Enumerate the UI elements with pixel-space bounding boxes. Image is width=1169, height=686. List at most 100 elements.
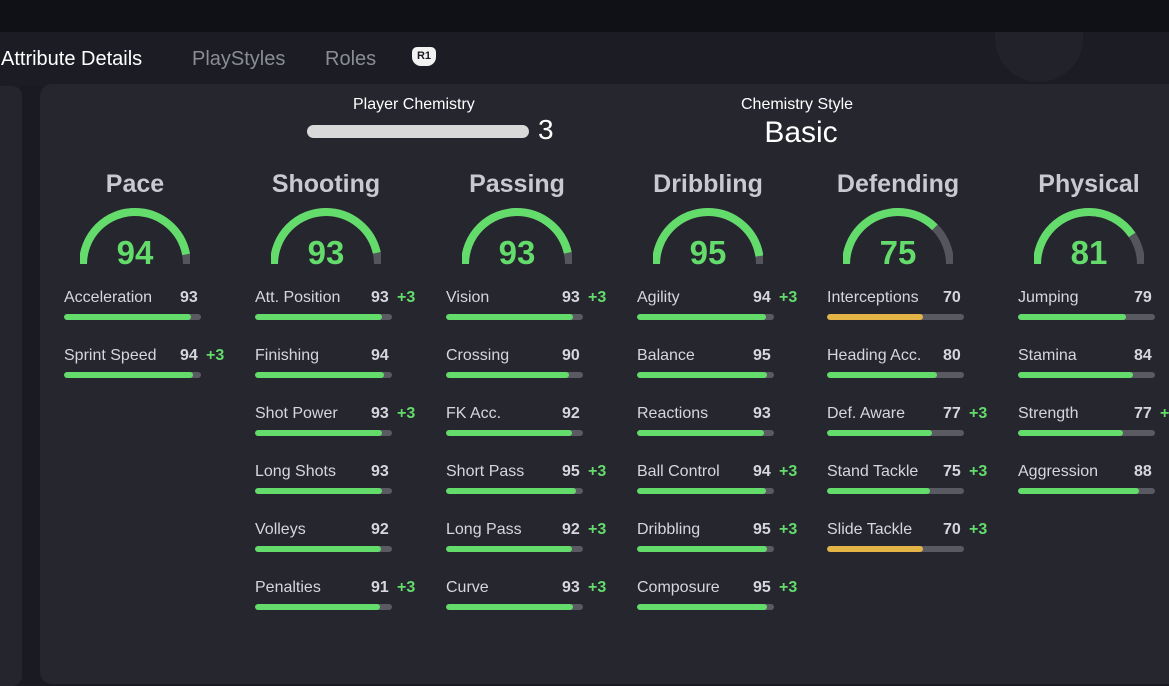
- attribute-bar: [637, 604, 774, 610]
- attribute-value: 93: [562, 579, 580, 596]
- category-gauge: 94: [80, 206, 190, 271]
- attribute-boost: +3: [588, 521, 607, 538]
- attribute-row: Crossing 90: [446, 347, 646, 387]
- attribute-value: 90: [562, 347, 580, 364]
- attribute-boost: +3: [779, 521, 798, 538]
- attribute-bar: [1018, 372, 1155, 378]
- category-rating: 93: [307, 234, 345, 271]
- attribute-boost: +3: [779, 463, 798, 480]
- attribute-value: 92: [562, 405, 580, 422]
- attribute-name: Interceptions: [827, 289, 919, 306]
- left-panel: [0, 86, 22, 686]
- attribute-boost: +: [1160, 405, 1169, 422]
- attribute-bar-fill: [64, 372, 193, 378]
- attribute-boost: +3: [779, 289, 798, 306]
- attribute-row: Slide Tackle 70 +3: [827, 521, 1027, 561]
- attribute-row: Finishing 94: [255, 347, 455, 387]
- attribute-name: Finishing: [255, 347, 320, 364]
- attribute-bar-fill: [827, 372, 937, 378]
- category-column-physical: Physical 81 Jumping 79 Stamina 84 Strength 77 +…: [1014, 0, 1169, 644]
- category-column-passing: Passing 93 Vision 93 +3 Crossing 90 FK Acc. 92 S…: [442, 0, 632, 644]
- attribute-name: Def. Aware: [827, 405, 905, 422]
- attribute-bar-fill: [637, 372, 768, 378]
- attribute-row: Sprint Speed 94 +3: [64, 347, 264, 387]
- attribute-name: FK Acc.: [446, 405, 502, 422]
- attribute-boost: +3: [397, 289, 416, 306]
- attribute-row: Penalties 91 +3: [255, 579, 455, 619]
- attribute-boost: +3: [969, 405, 988, 422]
- attribute-name: Sprint Speed: [64, 347, 157, 364]
- tab-attribute-details[interactable]: Attribute Details: [1, 48, 143, 70]
- attribute-bar: [255, 372, 392, 378]
- attribute-row: Stand Tackle 75 +3: [827, 463, 1027, 503]
- category-title: Defending: [836, 170, 960, 198]
- category-gauge: 95: [653, 206, 763, 271]
- tab-roles[interactable]: Roles: [325, 48, 377, 70]
- attribute-bar: [255, 546, 392, 552]
- attribute-bar: [637, 488, 774, 494]
- attribute-bar-fill: [637, 604, 768, 610]
- attribute-row: Aggression 88: [1018, 463, 1169, 503]
- attribute-bar-fill: [255, 430, 383, 436]
- attribute-bar: [255, 488, 392, 494]
- attribute-name: Heading Acc.: [827, 347, 922, 364]
- attribute-name: Aggression: [1018, 463, 1099, 480]
- attribute-name: Composure: [637, 579, 720, 596]
- category-column-shooting: Shooting 93 Att. Position 93 +3 Finishing 94 S…: [251, 0, 441, 644]
- attribute-name: Crossing: [446, 347, 510, 364]
- attribute-boost: +3: [969, 463, 988, 480]
- attribute-panel: [40, 84, 1169, 684]
- attribute-bar-fill: [827, 546, 923, 552]
- tab-playstyles[interactable]: PlayStyles: [192, 48, 286, 70]
- attribute-name: Long Pass: [446, 521, 522, 538]
- attribute-bar-fill: [1018, 430, 1124, 436]
- attribute-row: FK Acc. 92: [446, 405, 646, 445]
- attribute-name: Slide Tackle: [827, 521, 913, 538]
- attribute-row: Att. Position 93 +3: [255, 289, 455, 329]
- top-bar: [0, 0, 1169, 32]
- attribute-bar: [827, 372, 964, 378]
- attribute-row: Ball Control 94 +3: [637, 463, 837, 503]
- attribute-bar-fill: [255, 314, 383, 320]
- attribute-bar-fill: [446, 488, 577, 494]
- r1-button-hint-icon: R1: [412, 47, 436, 66]
- attribute-value: 70: [943, 521, 961, 538]
- attribute-value: 94: [371, 347, 389, 364]
- attribute-row: Agility 94 +3: [637, 289, 837, 329]
- attribute-bar: [1018, 488, 1155, 494]
- category-column-dribbling: Dribbling 95 Agility 94 +3 Balance 95 Reaction…: [633, 0, 823, 644]
- attribute-bar-fill: [637, 488, 766, 494]
- attribute-bar: [446, 372, 583, 378]
- attribute-value: 79: [1134, 289, 1152, 306]
- attribute-bar: [827, 488, 964, 494]
- attribute-bar: [827, 314, 964, 320]
- category-gauge: 81: [1034, 206, 1144, 271]
- attribute-value: 92: [562, 521, 580, 538]
- category-rating: 93: [498, 234, 536, 271]
- attribute-bar-fill: [827, 314, 923, 320]
- tab-bar: Attribute Details PlayStyles Roles: [0, 32, 1169, 86]
- attribute-bar: [1018, 314, 1155, 320]
- chemistry-style-label: Chemistry Style: [741, 96, 854, 113]
- attribute-row: Interceptions 70: [827, 289, 1027, 329]
- attribute-bar: [255, 430, 392, 436]
- attribute-value: 92: [371, 521, 389, 538]
- attribute-name: Curve: [446, 579, 489, 596]
- attribute-row: Volleys 92: [255, 521, 455, 561]
- attribute-bar-fill: [64, 314, 192, 320]
- attribute-row: Heading Acc. 80: [827, 347, 1027, 387]
- attribute-row: Short Pass 95 +3: [446, 463, 646, 503]
- attribute-name: Acceleration: [64, 289, 153, 306]
- attribute-bar-fill: [446, 314, 574, 320]
- attribute-bar: [64, 314, 201, 320]
- attribute-name: Short Pass: [446, 463, 525, 480]
- attribute-bar-fill: [446, 372, 570, 378]
- category-title: Passing: [469, 170, 565, 198]
- attribute-bar-fill: [637, 546, 768, 552]
- attribute-value: 75: [943, 463, 961, 480]
- attribute-value: 93: [753, 405, 771, 422]
- attribute-bar-fill: [255, 372, 384, 378]
- attribute-name: Dribbling: [637, 521, 701, 538]
- attribute-bar: [446, 604, 583, 610]
- attribute-value: 95: [753, 347, 771, 364]
